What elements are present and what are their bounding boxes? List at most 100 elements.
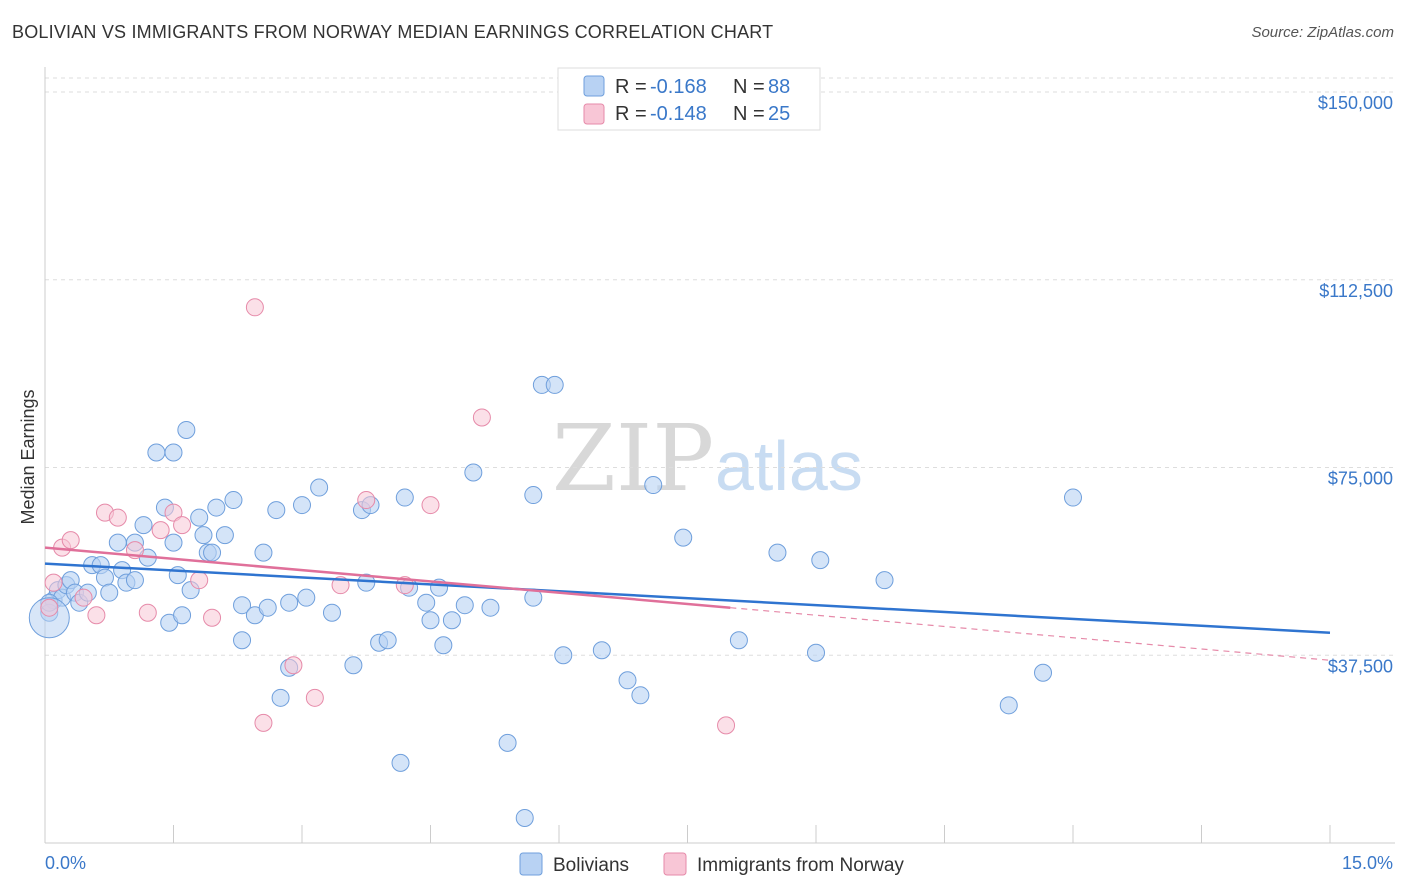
data-point-bolivians [455, 596, 474, 615]
source-credit: Source: ZipAtlas.com [1251, 24, 1394, 41]
data-point-bolivians [524, 486, 543, 505]
data-point-bolivians [729, 631, 748, 650]
trend-line-norway [44, 546, 731, 609]
data-point-bolivians [592, 641, 611, 660]
tick-labels: $37,500 $75,000 $112,500 $150,000 0.0% 15.0% [45, 93, 1393, 873]
data-point-bolivians [258, 598, 277, 617]
y-tick-label: $75,000 [1328, 469, 1393, 489]
data-point-norway [173, 516, 192, 535]
stats-r-label-2: R = [615, 103, 647, 125]
gridlines [45, 77, 1395, 656]
data-point-bolivians [464, 463, 483, 482]
data-point-bolivians [207, 498, 226, 517]
stats-n-label-2: N = [733, 103, 765, 125]
data-point-bolivians [310, 478, 329, 497]
data-point-bolivians [768, 543, 787, 562]
data-point-bolivians [674, 528, 693, 547]
data-point-bolivians [224, 491, 243, 510]
data-point-bolivians [515, 808, 534, 827]
chart-title: BOLIVIAN VS IMMIGRANTS FROM NORWAY MEDIA… [12, 22, 774, 42]
data-point-norway [472, 408, 491, 427]
stats-r-value-1: -0.168 [650, 76, 707, 98]
data-point-bolivians [164, 533, 183, 552]
stats-box: R = -0.168 N = 88 R = -0.148 N = 25 [557, 67, 821, 131]
data-point-norway [138, 603, 157, 622]
legend-label-bolivians: Bolivians [553, 855, 629, 876]
data-point-bolivians [233, 596, 252, 615]
data-point-bolivians [644, 476, 663, 495]
data-point-bolivians [173, 606, 192, 625]
y-axis-title: Median Earnings [18, 389, 38, 524]
data-point-bolivians [190, 508, 209, 527]
data-point-bolivians [807, 643, 825, 662]
stats-r-value-2: -0.148 [650, 103, 707, 125]
trend-lines [44, 546, 1331, 661]
data-point-bolivians [357, 573, 376, 592]
data-point-bolivians [378, 631, 397, 650]
data-point-bolivians [100, 583, 119, 602]
data-point-norway [395, 576, 414, 595]
data-point-bolivians [177, 420, 196, 439]
data-point-bolivians [108, 533, 127, 552]
data-point-bolivians [442, 611, 461, 630]
data-point-norway [357, 491, 376, 510]
watermark-zip: ZIP [552, 405, 714, 512]
y-tick-label: $37,500 [1328, 656, 1393, 676]
y-tick-label: $150,000 [1318, 93, 1393, 113]
stats-r-label-1: R = [615, 76, 647, 98]
y-tick-label: $112,500 [1319, 281, 1393, 301]
data-point-bolivians [481, 598, 500, 617]
data-point-bolivians [254, 543, 273, 562]
trend-line-bolivians [44, 562, 1331, 634]
data-point-norway [190, 571, 209, 590]
data-point-norway [151, 521, 170, 540]
data-point-bolivians [125, 571, 144, 590]
data-point-bolivians [395, 488, 414, 507]
data-point-norway [74, 588, 93, 607]
stats-n-label-1: N = [733, 76, 765, 98]
data-point-norway [44, 573, 63, 592]
data-point-bolivians [1034, 663, 1053, 682]
x-tick-label: 0.0% [45, 853, 86, 873]
data-point-bolivians [999, 696, 1018, 715]
x-tick-label: 15.0% [1342, 853, 1393, 873]
data-point-norway [305, 688, 324, 707]
data-point-bolivians [194, 526, 213, 545]
trend-line-norway-extension [730, 607, 1331, 661]
data-point-bolivians [95, 568, 114, 587]
data-point-norway [108, 508, 127, 527]
data-point-bolivians [618, 671, 637, 690]
data-point-bolivians [164, 443, 183, 462]
data-point-bolivians [267, 501, 286, 520]
data-point-norway [203, 608, 222, 627]
data-point-bolivians [322, 603, 341, 622]
data-point-bolivians [147, 443, 166, 462]
data-point-bolivians [233, 631, 252, 650]
data-point-norway [284, 656, 303, 675]
data-point-bolivians [545, 375, 564, 394]
data-point-bolivians [434, 636, 453, 655]
data-point-bolivians [1064, 488, 1082, 507]
data-point-bolivians [28, 597, 70, 639]
data-point-bolivians [168, 566, 187, 585]
legend-swatch-bolivians [519, 852, 543, 876]
data-point-norway [421, 496, 440, 515]
data-point-bolivians [134, 516, 153, 535]
data-point-norway [717, 716, 736, 735]
data-point-bolivians [875, 571, 894, 590]
watermark-atlas: atlas [715, 427, 863, 505]
legend: Bolivians Immigrants from Norway [519, 852, 904, 876]
stats-swatch-pink [583, 103, 605, 125]
stats-n-value-2: 25 [768, 103, 790, 125]
data-point-bolivians [215, 526, 234, 545]
data-point-bolivians [297, 588, 316, 607]
data-point-norway [245, 298, 264, 317]
data-point-bolivians [421, 611, 440, 630]
legend-swatch-norway [663, 852, 687, 876]
data-point-bolivians [498, 733, 517, 752]
data-point-norway [61, 531, 80, 550]
data-point-bolivians [293, 496, 311, 515]
legend-label-norway: Immigrants from Norway [697, 855, 904, 876]
stats-swatch-blue [583, 75, 605, 97]
